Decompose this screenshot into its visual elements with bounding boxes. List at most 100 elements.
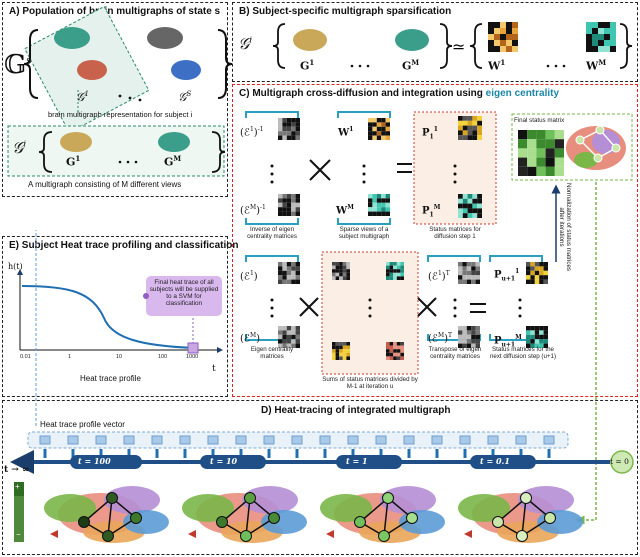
matrix-inv-eigen-m (278, 194, 300, 216)
matrix-pu-b (386, 262, 404, 280)
eigen-t-1: (ℰ1)T (428, 270, 450, 283)
matrix-wm (586, 22, 616, 52)
panel-b-gi: 𝒢i (238, 34, 252, 54)
vector-cell (403, 435, 415, 445)
graph-g1-label: 𝒢1 (76, 90, 89, 105)
brain-icon (293, 29, 327, 51)
panel-a-sublabel: brain multigraph representation for subj… (48, 110, 193, 119)
panel-c-structure (245, 111, 633, 525)
view-gm-label: GM (164, 154, 181, 169)
matrix-p1-m (458, 194, 482, 218)
matrix-pu1-1 (526, 262, 548, 284)
panel-a-caption: A multigraph consisting of M different v… (28, 180, 182, 189)
matrix-pu-d (386, 342, 404, 360)
heat-trace-end-marker (187, 342, 199, 354)
vector-cell (235, 435, 247, 445)
panel-c-title: C) Multigraph cross-diffusion and integr… (239, 88, 559, 99)
panel-b-sparsification: ≃ (272, 23, 633, 69)
view-gm-sup: M (173, 154, 182, 163)
matrix-pu-a (332, 262, 350, 280)
b-gm-sup: M (411, 58, 420, 67)
brain-timestep (44, 486, 169, 543)
w-1: W1 (338, 126, 354, 139)
brain-icon (60, 132, 92, 152)
brain-node (240, 530, 252, 542)
brain-node (492, 516, 504, 528)
brain-icon (147, 27, 183, 49)
final-status-title: Final status matrix (514, 117, 565, 124)
p-1-m: P1M (422, 204, 441, 219)
panel-e: E) Subject Heat trace profiling and clas… (2, 236, 239, 397)
x-tick-label: 1000 (186, 354, 199, 360)
chart-xlabel: Heat trace profile (80, 374, 141, 383)
x-tick-label: 1 (68, 354, 72, 360)
b-w1-sup: 1 (500, 58, 506, 67)
matrix-pu1-m (526, 326, 548, 348)
brain-icon (77, 60, 107, 80)
gs-glyph: 𝒢 (178, 90, 187, 104)
eigen-m: (ℰM) (240, 332, 261, 345)
t-infinity: t → ∞ (4, 465, 30, 475)
vector-label: Heat trace profile vector (40, 420, 125, 429)
heat-scale-bar (14, 482, 24, 542)
view-g1-sup: 1 (75, 154, 81, 163)
timestep-label: t = 100 (78, 456, 111, 466)
inv-eigen-m: (ℰM)-1 (240, 204, 266, 217)
heat-trace-curve (21, 285, 197, 349)
svm-note: Final heat trace of all subjects will be… (149, 279, 219, 307)
panel-a-title: A) Population of brain multigraphs of st… (9, 6, 221, 17)
svm-note-box (146, 276, 222, 316)
matrix-pu-c (332, 342, 350, 360)
vector-cell (515, 435, 527, 445)
set-superscript: s (26, 55, 32, 67)
graph-gs-label: 𝒢S (178, 90, 191, 105)
b-gm-glyph: G (402, 59, 412, 73)
label-eigen: Eigen centrality matrices (250, 346, 294, 360)
p-u1-1: Pu+11 (494, 268, 520, 283)
x-tick-label: 0.01 (20, 354, 31, 360)
x-tick-label: 10 (116, 354, 123, 360)
panel-d-title: D) Heat-tracing of integrated multigraph (261, 405, 451, 416)
panel-e-chart (17, 269, 223, 354)
vector-cell (543, 435, 555, 445)
label-transpose: Transpose of eigen centrality matrices (428, 346, 482, 360)
brain-node (244, 492, 256, 504)
panel-c-title-main: C) Multigraph cross-diffusion and integr… (239, 88, 483, 99)
brain-icon (171, 60, 201, 80)
brain-node (382, 492, 394, 504)
panel-b-gm: GM (402, 58, 419, 73)
chart-ylabel: h(t) (8, 262, 23, 271)
brain-node (268, 512, 280, 524)
label-statusnext: Status matrices for the next diffusion s… (489, 346, 557, 360)
label-sums: Sums of status matrices divided by M-1 a… (322, 376, 418, 390)
vector-cell (459, 435, 471, 445)
brain-timestep (458, 486, 583, 543)
matrix-p1-1 (458, 116, 482, 140)
b-g1-glyph: G (300, 59, 310, 73)
brain-node (106, 492, 118, 504)
eigen-1: (ℰ1) (240, 270, 258, 283)
matrix-eigen-1 (278, 262, 300, 284)
b-gi-sup: i (249, 35, 252, 45)
brain-node (406, 512, 418, 524)
view-g1-glyph: G (66, 155, 76, 169)
panel-c: C) Multigraph cross-diffusion and integr… (232, 84, 638, 397)
matrix-w1-sparse (368, 118, 390, 140)
timestep-label: t = 10 (210, 456, 238, 466)
panel-b-wm: WM (586, 58, 607, 73)
panel-c-title-accent: eigen centrality (485, 88, 560, 99)
brain-node (78, 516, 90, 528)
vector-cell (291, 435, 303, 445)
matrix-eigen-m (278, 326, 300, 348)
normalization-label: Normalization of status matrices after i… (558, 182, 572, 272)
label-inverse: Inverse of eigen centrality matrices (247, 226, 297, 240)
panel-a: A) Population of brain multigraphs of st… (2, 2, 228, 197)
panel-b-title: B) Subject-specific multigraph sparsific… (239, 6, 452, 17)
heat-plus: + (15, 482, 20, 491)
brain-icon (158, 132, 190, 152)
t0-label: t = 0 (610, 457, 629, 466)
brain-node (520, 492, 532, 504)
panel-b-g1: G1 (300, 58, 314, 73)
p-1-1: P11 (422, 126, 438, 141)
